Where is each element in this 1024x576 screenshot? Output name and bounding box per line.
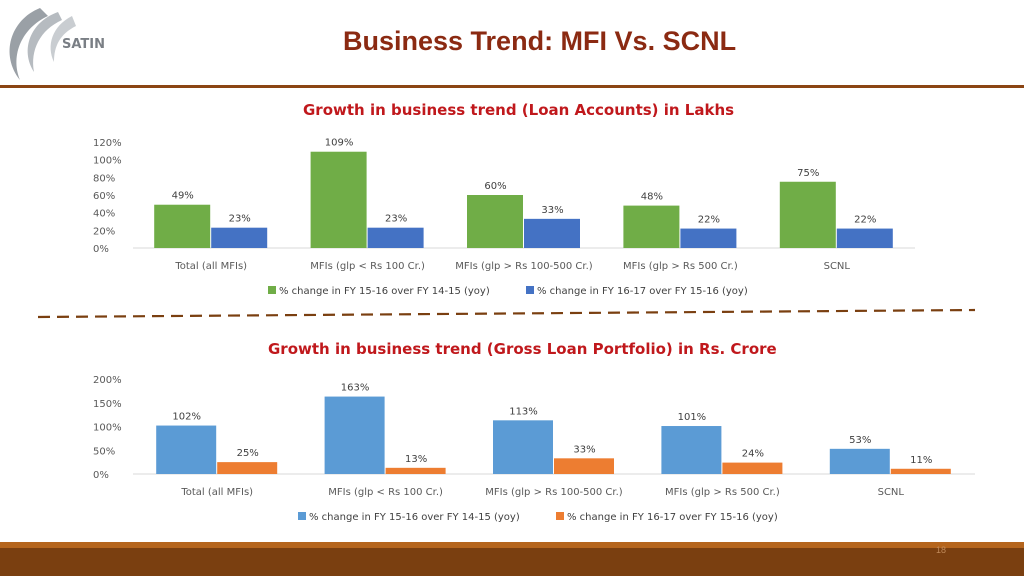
bar xyxy=(623,205,680,248)
y-tick-label: 50% xyxy=(93,446,115,457)
y-tick-label: 200% xyxy=(93,375,122,386)
x-tick-label: Total (all MFIs) xyxy=(180,487,253,498)
y-tick-label: 40% xyxy=(93,209,115,220)
bar xyxy=(156,425,217,474)
bar xyxy=(324,396,385,474)
bar xyxy=(524,218,580,248)
y-tick-label: 120% xyxy=(93,138,122,149)
data-label: 13% xyxy=(405,454,427,465)
bar xyxy=(493,420,553,474)
legend-swatch xyxy=(526,286,534,294)
data-label: 109% xyxy=(325,138,354,149)
gross-loan-portfolio-chart: 0% 50% 100% 150% 200% 102% 25% Total (all MFIs)… xyxy=(93,375,975,523)
satin-logo: SATIN xyxy=(9,8,105,80)
legend-swatch xyxy=(268,286,276,294)
legend-label: % change in FY 15-16 over FY 14-15 (yoy) xyxy=(279,286,490,297)
title-divider xyxy=(0,85,1024,88)
x-tick-label: MFIs (glp < Rs 100 Cr.) xyxy=(310,261,425,272)
data-label: 25% xyxy=(237,448,259,459)
bar xyxy=(154,204,211,248)
footer-band xyxy=(0,542,1024,576)
data-label: 11% xyxy=(910,455,932,466)
x-tick-label: MFIs (glp < Rs 100 Cr.) xyxy=(328,487,443,498)
data-label: 33% xyxy=(573,444,595,455)
bar xyxy=(890,468,951,474)
data-label: 23% xyxy=(385,214,407,225)
legend-label: % change in FY 16-17 over FY 15-16 (yoy) xyxy=(567,512,778,523)
x-tick-label: Total (all MFIs) xyxy=(174,261,247,272)
bar xyxy=(554,458,614,474)
bar xyxy=(680,228,737,248)
bar xyxy=(661,426,722,474)
x-tick-label: MFIs (glp > Rs 500 Cr.) xyxy=(665,487,780,498)
x-tick-label: SCNL xyxy=(824,261,851,272)
x-tick-label: MFIs (glp > Rs 100-500 Cr.) xyxy=(485,487,622,498)
bar xyxy=(467,195,523,248)
bar xyxy=(836,228,893,248)
bar xyxy=(385,467,446,474)
y-tick-label: 20% xyxy=(93,226,115,237)
y-tick-label: 100% xyxy=(93,423,122,434)
bar xyxy=(367,227,424,248)
data-label: 60% xyxy=(484,181,506,192)
bar xyxy=(779,181,836,248)
y-tick-label: 150% xyxy=(93,399,122,410)
page-title: Business Trend: MFI Vs. SCNL xyxy=(343,26,737,56)
y-tick-label: 0% xyxy=(93,244,109,255)
page-number: 18 xyxy=(935,545,946,555)
bar xyxy=(829,448,890,474)
legend-swatch xyxy=(556,512,564,520)
data-label: 163% xyxy=(341,383,370,394)
logo-text: SATIN xyxy=(62,37,105,52)
bar xyxy=(211,227,268,248)
data-label: 22% xyxy=(854,215,876,226)
y-tick-label: 100% xyxy=(93,156,122,167)
data-label: 49% xyxy=(172,191,194,202)
data-label: 101% xyxy=(678,412,707,423)
y-tick-label: 0% xyxy=(93,470,109,481)
data-label: 48% xyxy=(641,192,663,203)
legend-label: % change in FY 15-16 over FY 14-15 (yoy) xyxy=(309,512,520,523)
bar xyxy=(722,462,783,474)
data-label: 23% xyxy=(229,214,251,225)
data-label: 22% xyxy=(698,215,720,226)
data-label: 75% xyxy=(797,168,819,179)
data-label: 53% xyxy=(849,435,871,446)
loan-accounts-chart: 0% 20% 40% 60% 80% 100% 120% 49% 23% Total (all M… xyxy=(93,138,915,297)
data-label: 24% xyxy=(742,449,764,460)
section-divider xyxy=(37,308,976,319)
data-label: 102% xyxy=(172,412,201,423)
x-tick-label: MFIs (glp > Rs 100-500 Cr.) xyxy=(455,261,592,272)
legend-swatch xyxy=(298,512,306,520)
legend-label: % change in FY 16-17 over FY 15-16 (yoy) xyxy=(537,286,748,297)
bar xyxy=(217,462,278,474)
y-tick-label: 60% xyxy=(93,191,115,202)
data-label: 113% xyxy=(509,406,538,417)
x-tick-label: MFIs (glp > Rs 500 Cr.) xyxy=(623,261,738,272)
data-label: 33% xyxy=(541,205,563,216)
x-tick-label: SCNL xyxy=(878,487,905,498)
bar xyxy=(310,151,367,248)
chart1-title: Growth in business trend (Loan Accounts)… xyxy=(303,101,735,119)
chart2-title: Growth in business trend (Gross Loan Por… xyxy=(268,340,777,358)
y-tick-label: 80% xyxy=(93,173,115,184)
